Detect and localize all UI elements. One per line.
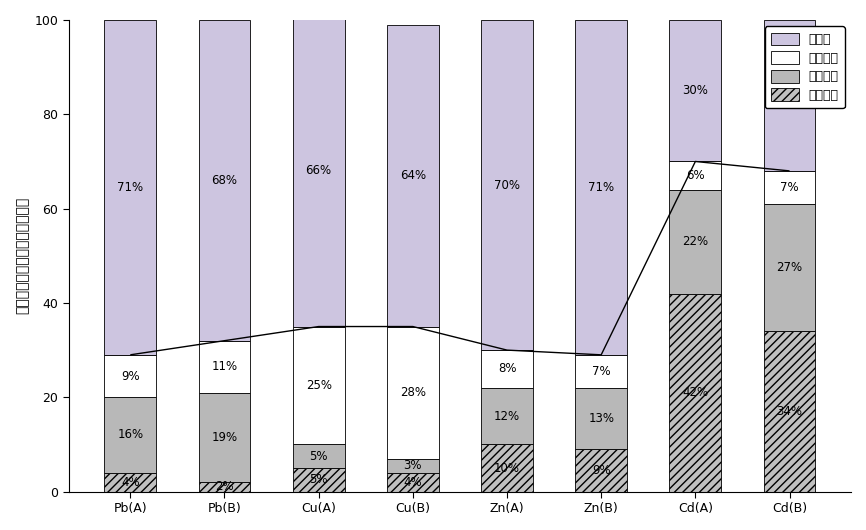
- Text: 4%: 4%: [121, 475, 139, 489]
- Text: 71%: 71%: [117, 181, 144, 194]
- Text: 12%: 12%: [494, 410, 520, 422]
- Bar: [293, 15, 345, 326]
- Text: 9%: 9%: [591, 464, 611, 477]
- Text: 7%: 7%: [780, 181, 798, 194]
- Text: 30%: 30%: [682, 84, 708, 97]
- Text: 22%: 22%: [682, 235, 708, 248]
- Text: 11%: 11%: [211, 360, 237, 373]
- Text: 3%: 3%: [404, 459, 422, 472]
- Bar: [669, 294, 721, 492]
- Bar: [764, 204, 816, 331]
- Bar: [198, 393, 250, 482]
- Text: 70%: 70%: [494, 179, 520, 191]
- Text: 6%: 6%: [686, 169, 705, 182]
- Bar: [293, 445, 345, 468]
- Bar: [105, 355, 156, 398]
- Text: 2%: 2%: [215, 480, 234, 493]
- Bar: [481, 388, 533, 445]
- Text: 71%: 71%: [588, 181, 614, 194]
- Bar: [575, 388, 627, 449]
- Bar: [669, 190, 721, 294]
- Text: 68%: 68%: [211, 174, 237, 187]
- Text: 28%: 28%: [400, 386, 426, 399]
- Bar: [198, 482, 250, 492]
- Text: 19%: 19%: [211, 431, 237, 444]
- Text: 32%: 32%: [777, 89, 803, 102]
- Text: 66%: 66%: [306, 164, 332, 178]
- Bar: [198, 341, 250, 393]
- Bar: [387, 25, 439, 326]
- Bar: [481, 20, 533, 350]
- Bar: [764, 171, 816, 204]
- Text: 10%: 10%: [494, 462, 520, 474]
- Text: 64%: 64%: [400, 169, 426, 182]
- Bar: [575, 20, 627, 355]
- Bar: [293, 468, 345, 492]
- Legend: 残渣态, 可氧化态, 可还原态, 可交换态: 残渣态, 可氧化态, 可还原态, 可交换态: [765, 26, 844, 108]
- Text: 5%: 5%: [309, 473, 328, 487]
- Bar: [481, 445, 533, 492]
- Bar: [575, 355, 627, 388]
- Bar: [575, 449, 627, 492]
- Text: 25%: 25%: [306, 379, 332, 392]
- Bar: [105, 473, 156, 492]
- Bar: [105, 398, 156, 473]
- Text: 4%: 4%: [404, 475, 422, 489]
- Bar: [293, 326, 345, 445]
- Text: 9%: 9%: [121, 369, 139, 383]
- Bar: [387, 473, 439, 492]
- Bar: [105, 20, 156, 355]
- Bar: [387, 326, 439, 458]
- Bar: [669, 162, 721, 190]
- Bar: [669, 20, 721, 162]
- Text: 5%: 5%: [309, 450, 328, 463]
- Bar: [764, 20, 816, 171]
- Text: 8%: 8%: [498, 363, 516, 375]
- Text: 16%: 16%: [117, 428, 144, 441]
- Bar: [387, 458, 439, 473]
- Text: 34%: 34%: [777, 405, 803, 418]
- Text: 27%: 27%: [777, 261, 803, 274]
- Text: 13%: 13%: [588, 412, 614, 425]
- Bar: [198, 20, 250, 341]
- Bar: [764, 331, 816, 492]
- Text: 42%: 42%: [682, 386, 708, 399]
- Y-axis label: 底泥重金属不同形态的百分含量: 底泥重金属不同形态的百分含量: [15, 197, 29, 314]
- Bar: [481, 350, 533, 388]
- Text: 7%: 7%: [591, 365, 611, 378]
